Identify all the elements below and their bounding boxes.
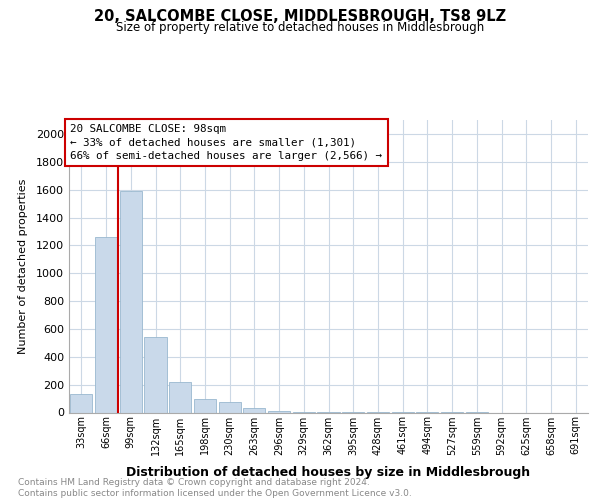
Bar	[243, 408, 265, 412]
Text: Contains HM Land Registry data © Crown copyright and database right 2024.
Contai: Contains HM Land Registry data © Crown c…	[18, 478, 412, 498]
Text: 20, SALCOMBE CLOSE, MIDDLESBROUGH, TS8 9LZ: 20, SALCOMBE CLOSE, MIDDLESBROUGH, TS8 9…	[94, 9, 506, 24]
Text: 20 SALCOMBE CLOSE: 98sqm
← 33% of detached houses are smaller (1,301)
66% of sem: 20 SALCOMBE CLOSE: 98sqm ← 33% of detach…	[70, 124, 382, 160]
Bar	[70, 394, 92, 412]
Bar	[218, 402, 241, 412]
Y-axis label: Number of detached properties: Number of detached properties	[17, 178, 28, 354]
Text: Size of property relative to detached houses in Middlesbrough: Size of property relative to detached ho…	[116, 22, 484, 35]
Bar	[145, 338, 167, 412]
Bar	[194, 398, 216, 412]
Bar	[119, 191, 142, 412]
Bar	[169, 382, 191, 412]
Bar	[95, 237, 117, 412]
X-axis label: Distribution of detached houses by size in Middlesbrough: Distribution of detached houses by size …	[127, 466, 530, 479]
Bar	[268, 411, 290, 412]
